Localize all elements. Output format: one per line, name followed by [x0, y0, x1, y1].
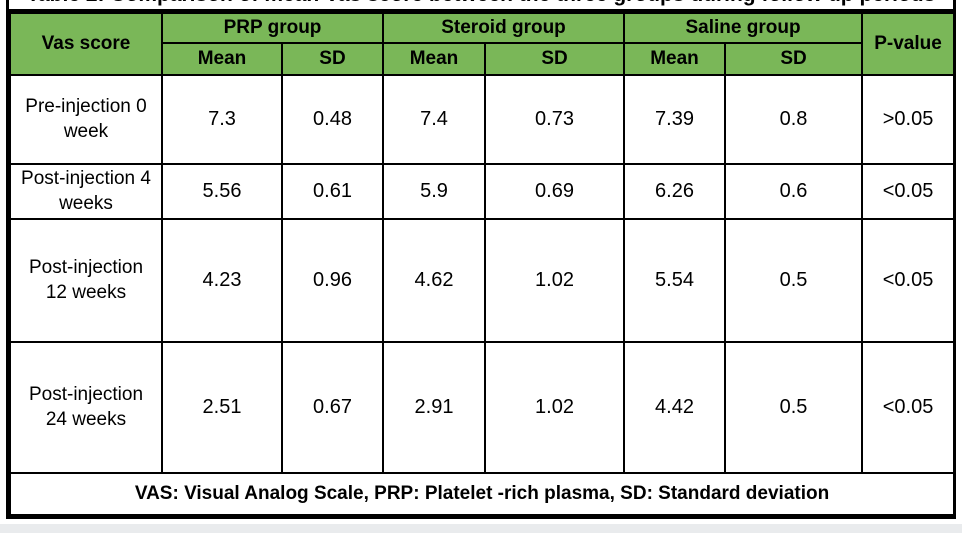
page-bottom-strip [0, 524, 962, 533]
row-header: Post-injection 4 weeks [9, 163, 163, 220]
row-header-line: Post-injection 4 [21, 167, 151, 189]
header-steroid-sd: SD [484, 42, 626, 76]
row-header-line: 24 weeks [45, 408, 127, 430]
cell-saline-mean: 4.42 [623, 341, 727, 474]
table-row: Post-injection 12 weeks 4.23 0.96 4.62 1… [9, 218, 956, 343]
cell-prp-mean: 4.23 [161, 218, 283, 343]
cell-steroid-mean: 2.91 [382, 341, 487, 474]
cell-prp-mean: 2.51 [161, 341, 283, 474]
header-prp-mean: Mean [161, 42, 283, 76]
cell-steroid-sd: 0.69 [484, 163, 626, 220]
table-row: Post-injection 24 weeks 2.51 0.67 2.91 1… [9, 341, 956, 474]
row-header-line: 12 weeks [45, 281, 127, 303]
table-row: Pre-injection 0 week 7.3 0.48 7.4 0.73 7… [9, 74, 956, 165]
cell-saline-mean: 7.39 [623, 74, 727, 165]
header-prp-group: PRP group [160, 12, 385, 44]
cell-steroid-sd: 1.02 [484, 341, 626, 474]
cell-prp-sd: 0.61 [280, 163, 385, 220]
cell-saline-mean: 5.54 [623, 218, 727, 343]
row-header: Pre-injection 0 week [9, 74, 163, 165]
header-prp-sd: SD [280, 42, 385, 76]
cell-prp-sd: 0.48 [280, 74, 385, 165]
header-p-value: P-value [861, 12, 956, 76]
row-header-line: weeks [59, 192, 113, 214]
cell-p-value: <0.05 [861, 341, 956, 474]
header-steroid-mean: Mean [382, 42, 487, 76]
clipped-table-title: Table 2: Comparison of mean Vas score be… [9, 0, 953, 12]
cell-steroid-mean: 4.62 [382, 218, 487, 343]
vas-score-table: Vas score PRP group Steroid group Saline… [8, 12, 956, 516]
cell-saline-sd: 0.5 [724, 341, 864, 474]
cell-p-value: >0.05 [861, 74, 956, 165]
header-saline-sd: SD [724, 42, 864, 76]
row-header: Post-injection 12 weeks [9, 218, 163, 343]
row-header-line: Post-injection [28, 383, 144, 405]
row-header: Post-injection 24 weeks [9, 341, 163, 474]
cell-prp-sd: 0.67 [280, 341, 385, 474]
cell-steroid-sd: 0.73 [484, 74, 626, 165]
header-steroid-group: Steroid group [382, 12, 626, 44]
row-header-line: Post-injection [28, 256, 144, 278]
header-saline-group: Saline group [623, 12, 864, 44]
cell-steroid-mean: 7.4 [382, 74, 487, 165]
cell-saline-mean: 6.26 [623, 163, 727, 220]
cell-prp-mean: 7.3 [161, 74, 283, 165]
cell-p-value: <0.05 [861, 218, 956, 343]
cell-prp-mean: 5.56 [161, 163, 283, 220]
row-header-line: week [63, 120, 109, 142]
cell-prp-sd: 0.96 [280, 218, 385, 343]
cell-steroid-mean: 5.9 [382, 163, 487, 220]
table-footnote: VAS: Visual Analog Scale, PRP: Platelet … [8, 472, 956, 516]
table-row: Post-injection 4 weeks 5.56 0.61 5.9 0.6… [9, 163, 956, 220]
header-saline-mean: Mean [623, 42, 727, 76]
header-vas-score: Vas score [9, 12, 163, 76]
cell-saline-sd: 0.8 [724, 74, 864, 165]
table-title-text: Table 2: Comparison of mean Vas score be… [9, 0, 953, 7]
row-header-line: Pre-injection 0 [25, 95, 147, 117]
cell-saline-sd: 0.6 [724, 163, 864, 220]
table-container: Table 2: Comparison of mean Vas score be… [6, 0, 956, 519]
cell-saline-sd: 0.5 [724, 218, 864, 343]
cell-steroid-sd: 1.02 [484, 218, 626, 343]
cell-p-value: <0.05 [861, 163, 956, 220]
